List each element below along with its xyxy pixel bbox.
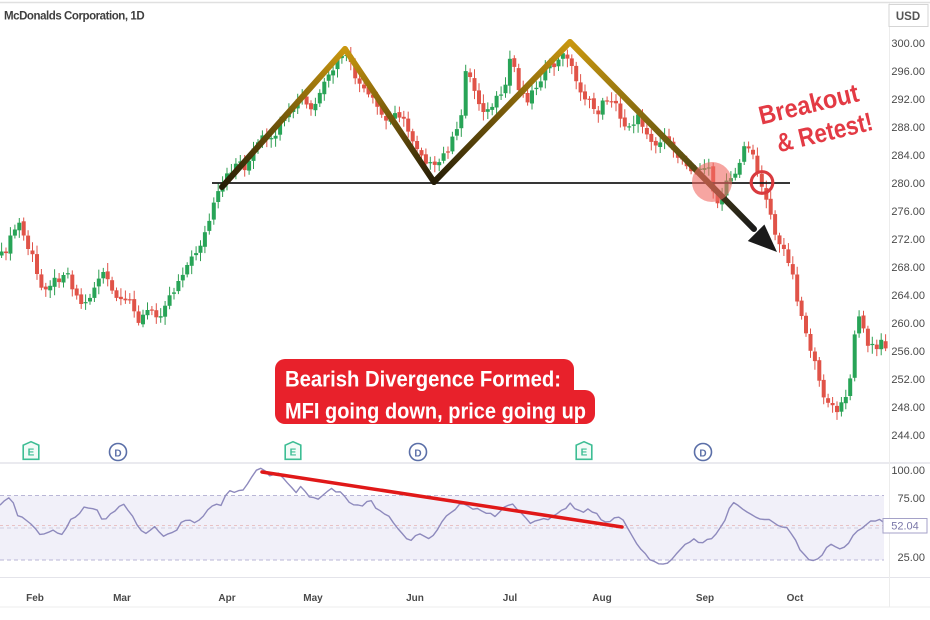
svg-text:D: D <box>699 449 706 460</box>
svg-text:284.00: 284.00 <box>891 150 925 162</box>
svg-text:268.00: 268.00 <box>891 262 925 274</box>
svg-text:292.00: 292.00 <box>891 94 925 106</box>
svg-text:USD: USD <box>896 11 920 23</box>
svg-text:Mar: Mar <box>113 593 131 604</box>
svg-text:Jul: Jul <box>503 593 518 604</box>
svg-text:252.00: 252.00 <box>891 374 925 386</box>
svg-text:280.00: 280.00 <box>891 178 925 190</box>
svg-text:256.00: 256.00 <box>891 346 925 358</box>
svg-text:May: May <box>303 593 323 604</box>
svg-text:288.00: 288.00 <box>891 122 925 134</box>
svg-text:E: E <box>290 448 297 459</box>
svg-text:Jun: Jun <box>406 593 424 604</box>
svg-text:52.04: 52.04 <box>891 521 919 533</box>
svg-text:248.00: 248.00 <box>891 402 925 414</box>
svg-text:Feb: Feb <box>26 593 44 604</box>
svg-text:300.00: 300.00 <box>891 38 925 50</box>
svg-text:Sep: Sep <box>696 593 714 604</box>
svg-text:296.00: 296.00 <box>891 66 925 78</box>
svg-text:75.00: 75.00 <box>897 493 925 505</box>
svg-text:Bearish Divergence Formed:: Bearish Divergence Formed: <box>285 367 561 392</box>
svg-text:264.00: 264.00 <box>891 290 925 302</box>
svg-text:MFI going down, price going up: MFI going down, price going up <box>285 399 586 424</box>
svg-text:D: D <box>114 449 121 460</box>
svg-text:Apr: Apr <box>218 593 235 604</box>
svg-text:Aug: Aug <box>592 593 611 604</box>
svg-text:McDonalds Corporation, 1D: McDonalds Corporation, 1D <box>4 11 144 23</box>
svg-text:272.00: 272.00 <box>891 234 925 246</box>
svg-text:260.00: 260.00 <box>891 318 925 330</box>
svg-text:Oct: Oct <box>787 593 804 604</box>
svg-text:D: D <box>414 449 421 460</box>
svg-text:E: E <box>581 448 588 459</box>
svg-text:244.00: 244.00 <box>891 430 925 442</box>
svg-text:25.00: 25.00 <box>897 552 925 564</box>
svg-text:E: E <box>28 448 35 459</box>
svg-text:100.00: 100.00 <box>891 465 925 477</box>
svg-text:276.00: 276.00 <box>891 206 925 218</box>
